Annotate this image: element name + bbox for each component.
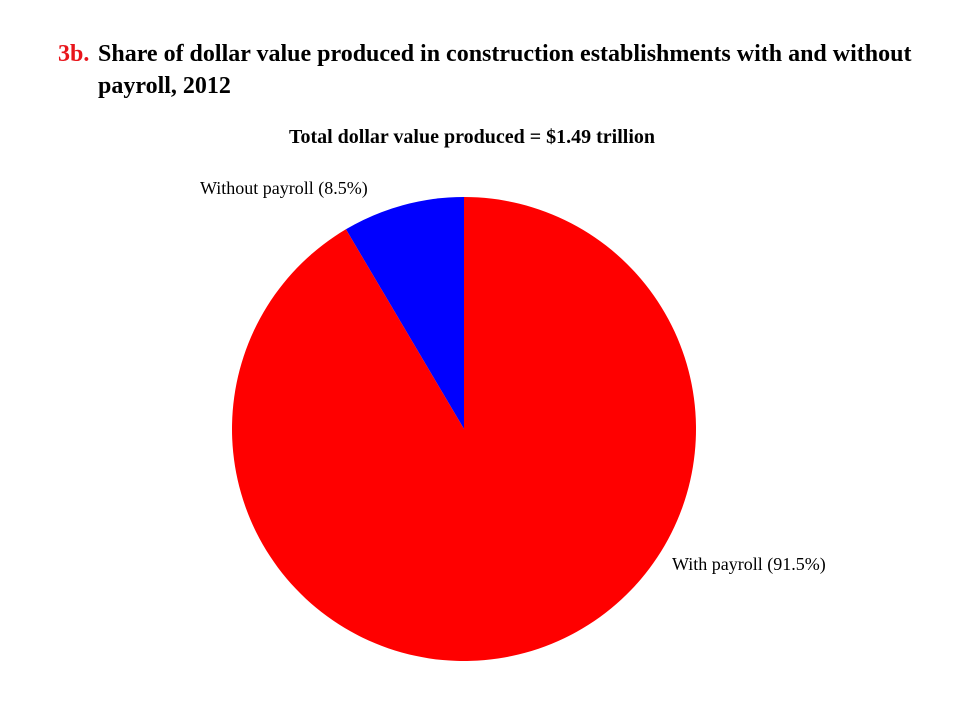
slide-number: 3b. <box>58 41 90 67</box>
pie-slice-without-payroll <box>345 197 464 429</box>
chart-subtitle: Total dollar value produced = $1.49 tril… <box>288 126 656 148</box>
slice-label-without-payroll: Without payroll (8.5%) <box>200 178 368 199</box>
pie-slice-with-payroll <box>232 197 697 661</box>
slide-title: 3b. Share of dollar value produced in co… <box>58 38 938 102</box>
slide-title-text: Share of dollar value produced in constr… <box>98 41 912 99</box>
slice-label-with-payroll: With payroll (91.5%) <box>672 554 826 575</box>
